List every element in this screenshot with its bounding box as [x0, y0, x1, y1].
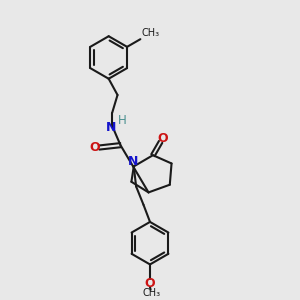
- Text: O: O: [90, 141, 101, 154]
- Text: N: N: [106, 121, 116, 134]
- Text: H: H: [118, 114, 127, 127]
- Text: O: O: [157, 132, 168, 145]
- Text: CH₃: CH₃: [142, 28, 160, 38]
- Text: CH₃: CH₃: [142, 288, 160, 298]
- Text: O: O: [145, 277, 155, 290]
- Text: N: N: [128, 155, 138, 169]
